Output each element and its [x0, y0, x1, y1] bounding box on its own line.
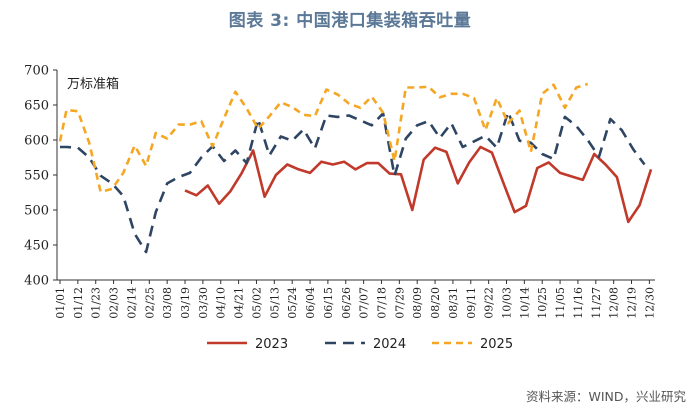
x-tick-label: 05/24 [286, 287, 299, 319]
y-tick-label: 400 [24, 274, 49, 289]
x-tick-label: 11/05 [554, 287, 567, 319]
source-note: 资料来源：WIND，兴业研究 [525, 389, 686, 404]
x-tick-label: 12/30 [643, 287, 656, 319]
x-tick-label: 02/03 [108, 287, 121, 319]
x-tick-label: 06/26 [340, 287, 353, 319]
x-axis-ticks: 01/01 01/12 01/23 02/03 02/14 02/25 03/08 03/19… [54, 280, 656, 319]
chart-title: 图表 3: 中国港口集装箱吞吐量 [228, 11, 472, 31]
x-tick-label: 09/22 [483, 287, 496, 319]
x-tick-label: 08/31 [447, 287, 460, 319]
series-line-2024 [60, 110, 646, 254]
x-tick-label: 07/29 [393, 287, 406, 319]
x-tick-label: 03/30 [197, 287, 210, 319]
x-tick-label: 06/04 [304, 287, 317, 319]
x-tick-label: 11/27 [590, 287, 603, 319]
x-tick-label: 04/10 [215, 287, 228, 319]
x-tick-label: 02/14 [125, 287, 138, 319]
x-tick-label: 10/03 [500, 287, 513, 319]
x-tick-label: 10/25 [536, 287, 549, 319]
y-tick-label: 600 [24, 134, 49, 149]
x-tick-label: 05/02 [250, 287, 263, 319]
x-tick-label: 03/08 [161, 287, 174, 319]
series-line-2023 [184, 145, 653, 224]
x-tick-label: 06/15 [322, 287, 335, 319]
x-tick-label: 01/23 [90, 287, 103, 319]
x-tick-label: 12/19 [626, 287, 639, 319]
legend: 2023 2024 2025 [207, 337, 513, 352]
x-tick-label: 08/09 [411, 287, 424, 319]
x-tick-label: 05/13 [268, 287, 281, 319]
y-tick-label: 500 [24, 204, 49, 219]
series-lines [58, 82, 653, 254]
x-tick-label: 07/07 [358, 287, 371, 319]
x-tick-label: 01/01 [54, 287, 67, 319]
y-tick-label: 550 [24, 169, 49, 184]
unit-label: 万标准箱 [67, 76, 119, 92]
x-tick-label: 08/20 [429, 287, 442, 319]
legend-label-2024: 2024 [373, 337, 406, 352]
x-tick-label: 12/08 [608, 287, 621, 319]
legend-label-2023: 2023 [255, 337, 288, 352]
x-tick-label: 10/14 [518, 287, 531, 319]
x-tick-label: 09/11 [465, 287, 478, 319]
y-tick-label: 700 [24, 64, 49, 79]
x-tick-label: 04/21 [233, 287, 246, 319]
y-tick-label: 650 [24, 99, 49, 114]
legend-label-2025: 2025 [480, 337, 513, 352]
x-tick-label: 03/19 [179, 287, 192, 319]
series-line-2025 [58, 82, 589, 194]
x-tick-label: 02/25 [143, 287, 156, 319]
x-tick-label: 11/16 [572, 287, 585, 319]
x-tick-label: 01/12 [72, 287, 85, 319]
y-tick-label: 450 [24, 239, 49, 254]
y-axis-ticks: 400 450 500 550 600 650 700 [24, 64, 57, 289]
x-tick-label: 07/18 [375, 287, 388, 319]
